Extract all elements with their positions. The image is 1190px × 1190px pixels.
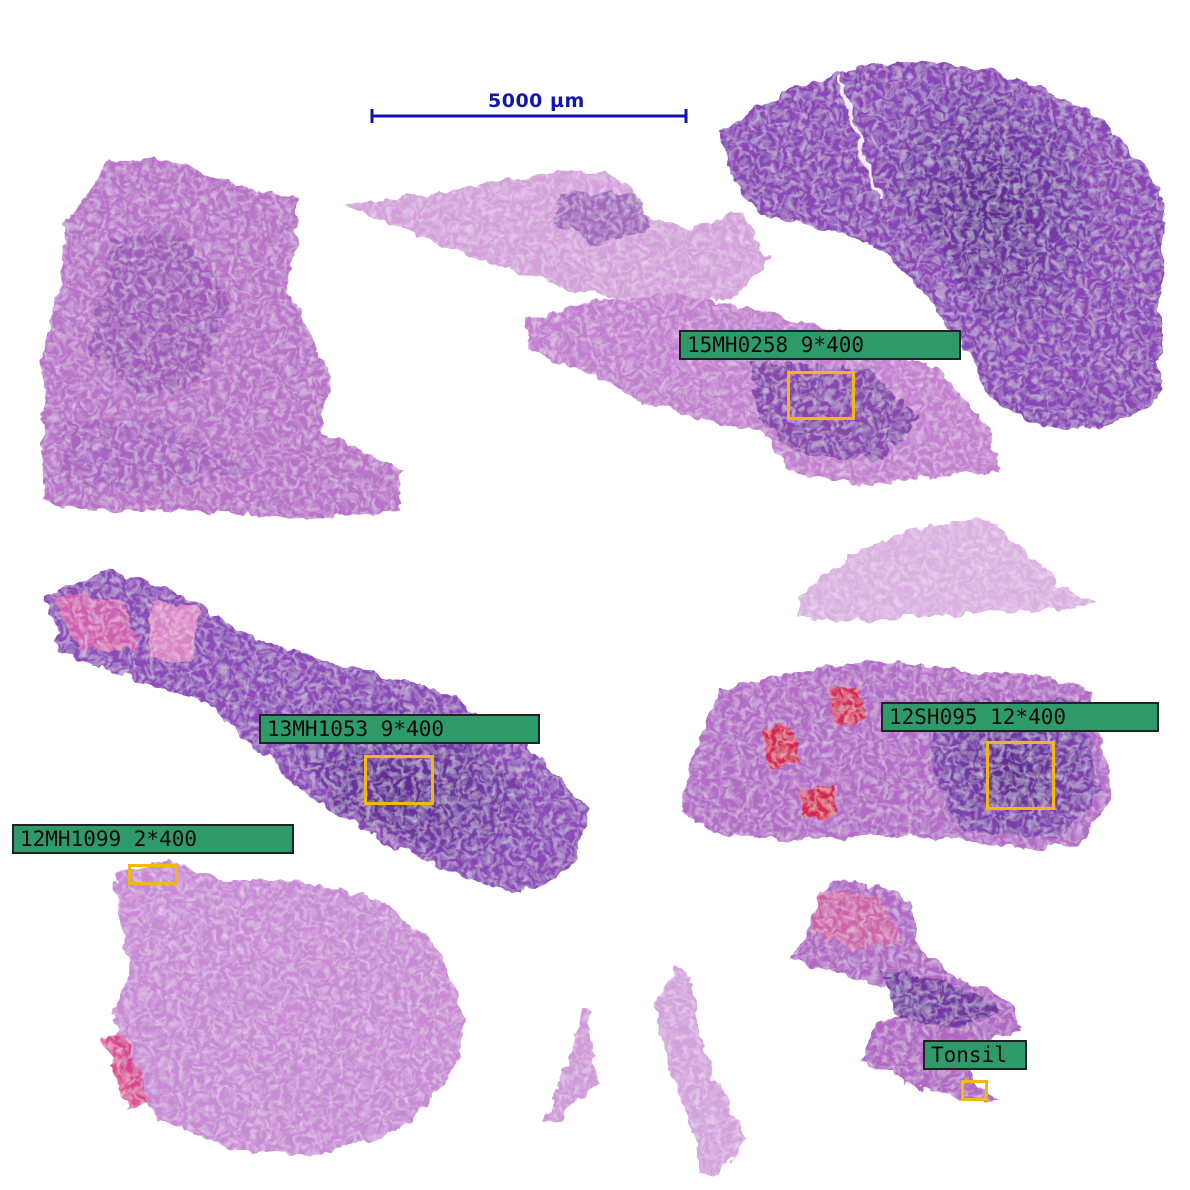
tissue-fragment-bottom-strip-2 <box>655 965 745 1175</box>
annotation-label[interactable]: 13MH1053 9*400 <box>259 714 540 744</box>
annotation-label[interactable]: 12MH1099 2*400 <box>12 824 294 854</box>
annotation-label[interactable]: 15MH0258 9*400 <box>679 330 961 360</box>
tissue-fragment-bottom-left <box>100 860 465 1155</box>
roi-box[interactable] <box>364 755 434 805</box>
tissue-fragment-top-right <box>720 60 1165 430</box>
scale-bar-label: 5000 µm <box>488 90 585 112</box>
roi-box[interactable] <box>128 864 178 885</box>
tissue-fragment-center <box>525 295 1000 485</box>
roi-box[interactable] <box>787 371 855 420</box>
tissue-fragment-top-middle <box>345 170 770 300</box>
annotation-label[interactable]: Tonsil <box>923 1040 1027 1070</box>
roi-box[interactable] <box>986 741 1055 810</box>
tissue-fragment-bottom-strip-1 <box>545 1010 600 1125</box>
annotation-label[interactable]: 12SH095 12*400 <box>881 702 1159 732</box>
scale-bar <box>370 109 688 123</box>
tissue-fragment-mid-right <box>795 520 1095 622</box>
roi-box[interactable] <box>961 1080 988 1101</box>
tissue-fragment-top-left <box>40 160 400 520</box>
